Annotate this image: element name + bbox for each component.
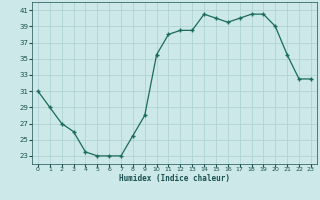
X-axis label: Humidex (Indice chaleur): Humidex (Indice chaleur): [119, 174, 230, 183]
